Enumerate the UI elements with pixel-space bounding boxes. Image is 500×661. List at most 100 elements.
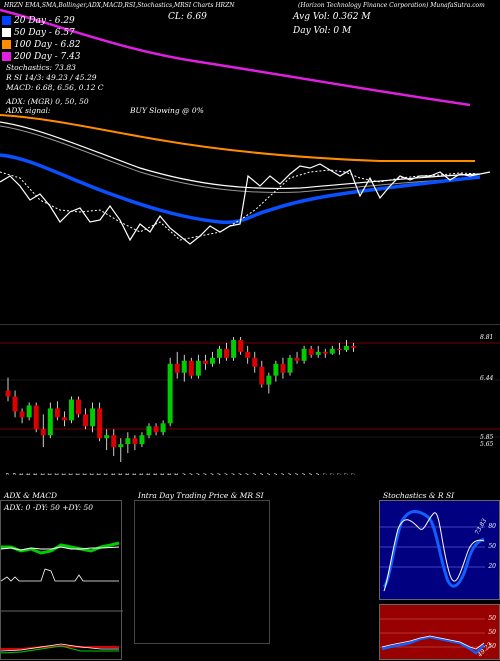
intraday-panel <box>134 500 270 644</box>
avg-volume: Avg Vol: 0.362 M <box>293 12 371 22</box>
rsi-tick-3: 50 <box>488 643 496 650</box>
candle-body <box>266 375 272 385</box>
legend-ma20-swatch <box>2 16 11 25</box>
candle-body <box>111 435 117 448</box>
date-tick-label: 08 Nov <box>217 472 223 475</box>
date-tick-label: 18 Oct <box>111 472 117 475</box>
date-tick-label: 10 Oct <box>68 472 74 475</box>
date-tick-label: 11 Nov <box>224 472 230 475</box>
candle-body <box>125 438 131 445</box>
candle-body <box>217 348 222 358</box>
candle-body <box>26 405 32 418</box>
buy-signal: BUY Slowing @ 0% <box>130 106 204 115</box>
date-tick-label: 14 Nov <box>245 472 251 475</box>
legend-ma100-swatch <box>2 40 11 49</box>
date-tick-label: 27 Sep <box>5 473 11 475</box>
date-tick-label: 07 Oct <box>47 472 53 475</box>
candle-body <box>202 360 208 364</box>
date-tick-label: 08 Oct <box>54 472 60 475</box>
candle-body <box>12 396 18 412</box>
chart-topline: HRZN EMA,SMA,Bollinger,ADX,MACD,RSI,Stoc… <box>4 2 235 9</box>
candle-body <box>132 438 138 445</box>
candlestick-chart: 27 Sep30 Sep01 Oct02 Oct03 Oct04 Oct07 O… <box>0 336 500 475</box>
legend-ma50-label: 50 Day - 6.57 <box>14 28 75 38</box>
candle-body <box>350 345 356 348</box>
candle-body <box>329 348 335 354</box>
date-tick-label: 19 Nov <box>266 472 272 475</box>
candle-body <box>252 357 258 367</box>
candle-body <box>188 360 194 376</box>
date-tick-label: 06 Dec <box>350 473 356 475</box>
date-tick-label: 05 Dec <box>343 473 349 475</box>
price-tick-3: 5.85 <box>480 434 494 441</box>
date-tick-label: 29 Nov <box>315 472 321 475</box>
candle-body <box>245 351 251 358</box>
date-tick-label: 07 Nov <box>209 472 215 475</box>
date-tick-label: 31 Oct <box>174 472 180 475</box>
date-tick-label: 01 Oct <box>19 472 25 475</box>
candle-body <box>61 417 67 421</box>
candle-body <box>294 357 300 361</box>
date-tick-label: 22 Nov <box>287 472 293 475</box>
candle-body <box>139 435 145 445</box>
date-tick-label: 14 Oct <box>83 472 89 475</box>
date-tick-label: 05 Nov <box>195 472 201 475</box>
date-tick-label: 15 Nov <box>252 472 258 475</box>
candle-body <box>90 408 96 427</box>
date-tick-label: 16 Oct <box>97 472 103 475</box>
date-tick-label: 30 Oct <box>167 472 173 475</box>
date-tick-label: 21 Nov <box>280 472 286 475</box>
rsi-readout: R SI 14/3: 49.23 / 45.29 <box>6 73 97 82</box>
adx-panel: ADX: 0 -DY: 50 +DY: 50 <box>0 500 123 660</box>
date-tick-label: 29 Oct <box>160 472 166 475</box>
candle-body <box>301 348 307 361</box>
candle-body <box>167 363 173 424</box>
rsi-tick-1: 50 <box>488 615 496 622</box>
stoch-value-label: 73.83 <box>474 517 489 536</box>
stochastics-panel: 73.83 80 50 20 <box>379 500 500 600</box>
candle-body <box>153 426 159 433</box>
candle-body <box>224 348 230 358</box>
candle-body <box>343 345 349 351</box>
candle-body <box>146 426 152 436</box>
candle-body <box>195 360 201 376</box>
day-volume: Day Vol: 0 M <box>293 26 352 36</box>
date-tick-label: 04 Oct <box>40 472 46 475</box>
candle-body <box>259 366 265 385</box>
intraday-title: Intra Day Trading Price & MR SI <box>138 491 264 500</box>
legend-ma200-swatch <box>2 52 11 61</box>
ma50-inner-line <box>0 125 481 193</box>
date-tick-label: 25 Nov <box>294 472 300 475</box>
candle-body <box>68 399 74 421</box>
date-tick-label: 27 Nov <box>308 472 314 475</box>
candle-body <box>231 339 237 358</box>
candle-body <box>308 348 314 355</box>
adx-green-line <box>1 541 120 555</box>
candle-body <box>83 414 89 427</box>
ma100-line <box>0 114 475 162</box>
price-tick-1: 8.81 <box>480 334 494 341</box>
date-tick-label: 09 Oct <box>61 472 67 475</box>
adx-low-line <box>1 568 119 582</box>
adx-readout: ADX: (MGR) 0, 50, 50 <box>6 97 89 106</box>
date-tick-label: 24 Oct <box>139 472 145 475</box>
legend-ma20-label: 20 Day - 6.29 <box>14 16 75 26</box>
date-tick-label: 03 Oct <box>33 472 39 475</box>
date-tick-label: 17 Oct <box>104 472 110 475</box>
candle-body <box>19 411 25 418</box>
rsi-white-line <box>381 635 485 650</box>
stoch-rsi-title: Stochastics & R SI <box>383 491 455 500</box>
date-tick-label: 25 Oct <box>146 472 152 475</box>
candle-body <box>238 339 244 352</box>
date-tick-label: 11 Oct <box>76 472 82 475</box>
date-tick-label: 02 Dec <box>322 473 328 475</box>
date-tick-label: 30 Sep <box>12 473 18 475</box>
macd-green-line <box>1 645 119 654</box>
date-tick-label: 20 Nov <box>273 472 279 475</box>
candle-body <box>97 408 103 439</box>
date-tick-label: 02 Oct <box>26 472 32 475</box>
price-tick-2: 6.44 <box>480 375 494 382</box>
rsi-tick-2: 50 <box>488 629 496 636</box>
stochastics-readout: Stochastics: 73.83 <box>6 63 76 72</box>
candle-body <box>5 390 11 397</box>
